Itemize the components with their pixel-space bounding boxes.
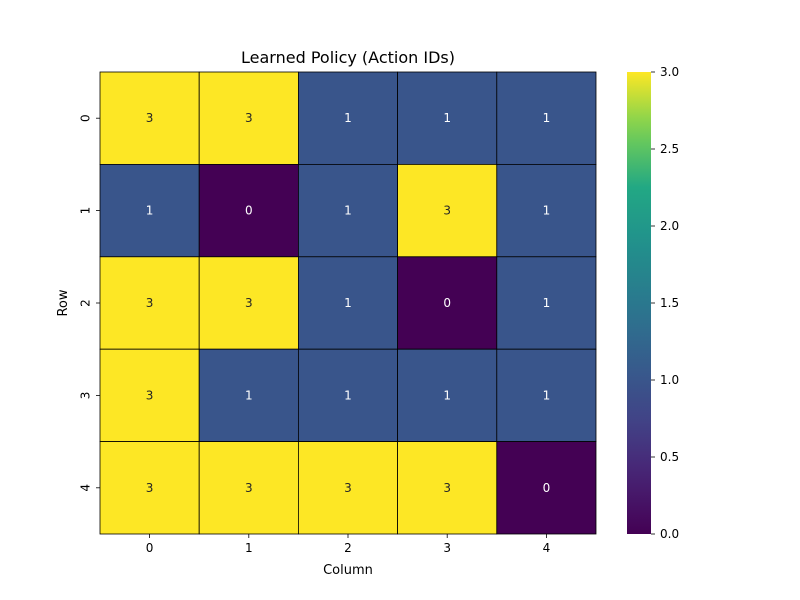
heatmap-cell-r1-c0 (99, 163, 200, 258)
x-tick-label: 0 (146, 541, 154, 555)
cell-value-label: 1 (543, 388, 551, 402)
colorbar-tick-label: 2.5 (660, 142, 679, 156)
cell-value-label: 3 (146, 388, 154, 402)
heatmap-cell-r4-c4 (496, 441, 597, 535)
cell-value-label: 0 (543, 481, 551, 495)
cell-value-label: 1 (344, 388, 352, 402)
heatmap-cell-r1-c4 (496, 163, 597, 258)
heatmap-cell-r4-c2 (297, 441, 398, 535)
cell-value-label: 1 (146, 204, 154, 218)
y-tick-label: 0 (79, 114, 93, 122)
chart-title: Learned Policy (Action IDs) (241, 48, 455, 67)
x-tick-label: 2 (344, 541, 352, 555)
heatmap-cell-r1-c2 (297, 163, 398, 258)
cell-value-label: 3 (146, 111, 154, 125)
heatmap-cell-r0-c4 (496, 71, 597, 165)
heatmap-cell-r2-c2 (297, 256, 398, 350)
cell-value-label: 3 (245, 296, 253, 310)
cell-value-label: 1 (543, 111, 551, 125)
x-axis-label: Column (323, 563, 373, 578)
heatmap-cell-r3-c2 (297, 348, 398, 443)
cell-value-label: 1 (245, 388, 253, 402)
colorbar-tick-label: 3.0 (660, 65, 679, 79)
colorbar-tick-label: 1.0 (660, 373, 679, 387)
y-axis-label: Row (56, 289, 71, 316)
colorbar-tick-label: 1.5 (660, 296, 679, 310)
cell-value-label: 0 (245, 204, 253, 218)
y-tick-label: 3 (79, 392, 93, 400)
heatmap-cell-r2-c3 (397, 256, 498, 350)
heatmap-cell-r4-c0 (99, 441, 200, 535)
cell-value-label: 0 (443, 296, 451, 310)
colorbar-ticks: 0.0 0.5 1.0 1.5 2.0 2.5 3.0 (651, 65, 679, 541)
y-tick-label: 1 (79, 207, 93, 215)
cell-value-label: 1 (344, 111, 352, 125)
y-axis-ticks: 0 1 2 3 4 (79, 114, 100, 492)
heatmap-cell-r4-c1 (198, 441, 299, 535)
cell-value-label: 1 (443, 111, 451, 125)
cell-value-label: 3 (245, 481, 253, 495)
x-axis-ticks: 0 1 2 3 4 (146, 534, 550, 555)
cell-value-label: 3 (146, 296, 154, 310)
y-tick-label: 4 (79, 484, 93, 492)
cell-value-label: 3 (146, 481, 154, 495)
cell-value-label: 3 (245, 111, 253, 125)
cell-value-label: 3 (344, 481, 352, 495)
heatmap-cell-r2-c4 (496, 256, 597, 350)
cell-value-label: 1 (543, 296, 551, 310)
cell-value-label: 1 (344, 296, 352, 310)
cell-value-label: 1 (344, 204, 352, 218)
heatmap-cell-r0-c3 (397, 71, 498, 165)
colorbar-tick-label: 2.0 (660, 219, 679, 233)
cell-value-label: 3 (443, 481, 451, 495)
heatmap-cell-r3-c1 (198, 348, 299, 443)
heatmap-cell-r2-c1 (198, 256, 299, 350)
cell-value-label: 1 (543, 204, 551, 218)
x-tick-label: 1 (245, 541, 253, 555)
colorbar-tick-label: 0.5 (660, 450, 679, 464)
heatmap-cells: 3 3 1 1 1 1 0 1 3 1 3 3 1 0 1 3 1 1 1 1 3 3 3 3 0 (99, 71, 597, 535)
colorbar (627, 72, 651, 534)
heatmap-cell-r0-c0 (99, 71, 200, 165)
heatmap-cell-r3-c3 (397, 348, 498, 443)
heatmap-cell-r0-c2 (297, 71, 398, 165)
colorbar-tick-label: 0.0 (660, 527, 679, 541)
cell-value-label: 1 (443, 388, 451, 402)
heatmap-cell-r0-c1 (198, 71, 299, 165)
cell-value-label: 3 (443, 204, 451, 218)
heatmap-cell-r3-c4 (496, 348, 597, 443)
x-tick-label: 3 (443, 541, 451, 555)
y-tick-label: 2 (79, 299, 93, 307)
x-tick-label: 4 (543, 541, 551, 555)
